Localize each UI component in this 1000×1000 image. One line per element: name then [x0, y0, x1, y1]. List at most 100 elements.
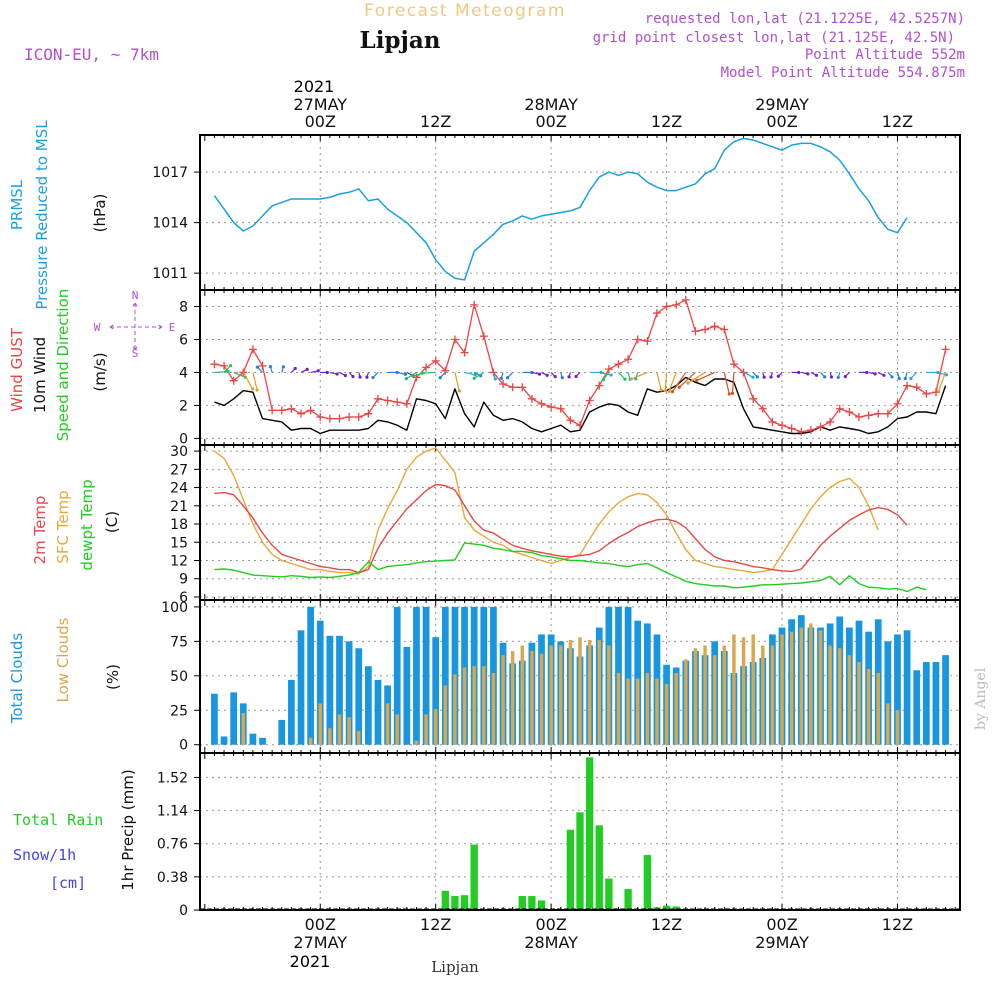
- gust-marker: [806, 426, 815, 435]
- wind-arrow-head: [371, 375, 375, 380]
- bottom-year: 2021: [290, 952, 331, 971]
- wind-arrow-head: [505, 376, 510, 380]
- panel-y-labels: PRMSL Pressure Reduced to MSL (hPa) Wind GU…: [8, 120, 175, 892]
- gust-marker: [479, 332, 488, 341]
- wind-arrow: [696, 371, 715, 381]
- wind-arrow-head: [537, 372, 542, 376]
- total-cloud-bar: [393, 606, 401, 745]
- wind-arrow-head: [751, 375, 755, 379]
- y-tick-label: 0: [179, 738, 188, 754]
- gust-marker: [335, 414, 344, 423]
- wind-arrow: [454, 372, 460, 392]
- wind-arrow-head: [865, 370, 869, 375]
- ylabel-ms: (m/s): [91, 352, 109, 391]
- wind-arrow-head: [836, 375, 840, 380]
- y-tick-label: 1014: [152, 216, 188, 232]
- wind-arrow-head: [457, 389, 461, 393]
- wind-arrow: [678, 372, 696, 388]
- gust-marker: [297, 409, 306, 418]
- ylabel-hpa: (hPa): [91, 194, 109, 233]
- y-tick-label: 1011: [152, 266, 188, 282]
- gust-marker: [316, 412, 325, 421]
- gust-marker: [739, 368, 748, 377]
- low-cloud-bar: [751, 634, 755, 745]
- total-cloud-bar: [894, 634, 901, 745]
- ylabel-dewpt-temp: dewpt Temp: [78, 479, 96, 570]
- y-tick-label: 15: [170, 535, 188, 551]
- wind-arrow-head: [609, 373, 613, 377]
- low-cloud-bar: [414, 740, 419, 745]
- low-cloud-bar: [462, 667, 467, 745]
- wind-arrow-head: [659, 388, 663, 392]
- top-day-label: 29MAY: [755, 95, 809, 114]
- wind-arrow-head: [814, 373, 819, 377]
- low-cloud-bar: [866, 668, 871, 745]
- low-cloud-bar: [876, 673, 880, 745]
- y-tick-label: 30: [170, 444, 188, 460]
- gust-marker: [854, 412, 863, 421]
- top-hour-label: 12Z: [420, 112, 451, 131]
- wind-arrow-head: [629, 377, 633, 381]
- gust-marker: [883, 409, 892, 418]
- low-cloud-bar: [616, 673, 621, 745]
- wind-arrow-head: [472, 376, 476, 380]
- low-cloud-bar: [732, 634, 736, 745]
- main-title: Forecast Meteogram: [364, 1, 566, 21]
- wind-arrow-head: [670, 390, 675, 394]
- ylabel-low-clouds: Low Clouds: [54, 617, 72, 702]
- total-cloud-bar: [307, 606, 314, 745]
- low-cloud-bar: [482, 666, 486, 745]
- low-cloud-bar: [770, 645, 775, 745]
- gust-marker: [912, 383, 921, 392]
- wind-arrow-head: [936, 389, 941, 394]
- location-title: Lipjan: [360, 27, 441, 54]
- low-cloud-bar: [809, 623, 813, 745]
- low-cloud-bar: [530, 651, 534, 745]
- gust-marker: [537, 399, 546, 408]
- gust-marker: [604, 365, 613, 374]
- wind-arrow-head: [499, 376, 503, 380]
- legend-total-rain: Total Rain: [13, 811, 103, 829]
- gust-marker: [450, 335, 459, 344]
- wind-arrow-head: [343, 373, 348, 378]
- total-cloud-bar: [336, 635, 343, 745]
- wind-arrow-head: [293, 366, 297, 371]
- bottom-day-label: 28MAY: [524, 933, 578, 952]
- gust-marker: [547, 403, 556, 412]
- wind-arrow-head: [776, 374, 780, 378]
- wind-arrow: [406, 371, 417, 380]
- total-cloud-bar: [326, 635, 334, 745]
- total-cloud-bar: [211, 693, 218, 745]
- low-cloud-bar: [568, 639, 573, 745]
- wind-arrow: [723, 372, 730, 395]
- wind-arrow-head: [667, 389, 671, 394]
- total-cloud-bar: [403, 646, 411, 745]
- y-tick-label: 75: [170, 634, 188, 650]
- wind-arrow-head: [574, 374, 578, 379]
- y-tick-label: 6: [179, 332, 188, 348]
- total-cloud-bar: [364, 666, 372, 745]
- gust-marker: [701, 325, 710, 334]
- gust-marker: [518, 383, 527, 392]
- gust-marker: [566, 416, 575, 425]
- wind-arrow-head: [806, 372, 810, 376]
- gust-marker: [277, 406, 286, 415]
- wind-arrow-head: [268, 365, 272, 369]
- wind-arrow-head: [695, 378, 699, 382]
- rain-bar: [624, 889, 632, 910]
- wind-arrow-head: [281, 365, 285, 369]
- bottom-hour-label: 12Z: [651, 915, 682, 934]
- gust-marker: [720, 325, 729, 334]
- gust-marker: [287, 404, 296, 413]
- wind-arrow: [687, 371, 706, 384]
- rain-bar: [441, 890, 449, 910]
- wind-arrow: [664, 372, 668, 391]
- gust-marker: [633, 335, 642, 344]
- low-cloud-bar: [328, 728, 332, 745]
- gust-marker: [470, 300, 479, 309]
- panel-border: [199, 134, 961, 291]
- bottom-hour-label: 00Z: [766, 915, 797, 934]
- low-cloud-bar: [722, 645, 727, 745]
- low-cloud-bar: [472, 666, 476, 745]
